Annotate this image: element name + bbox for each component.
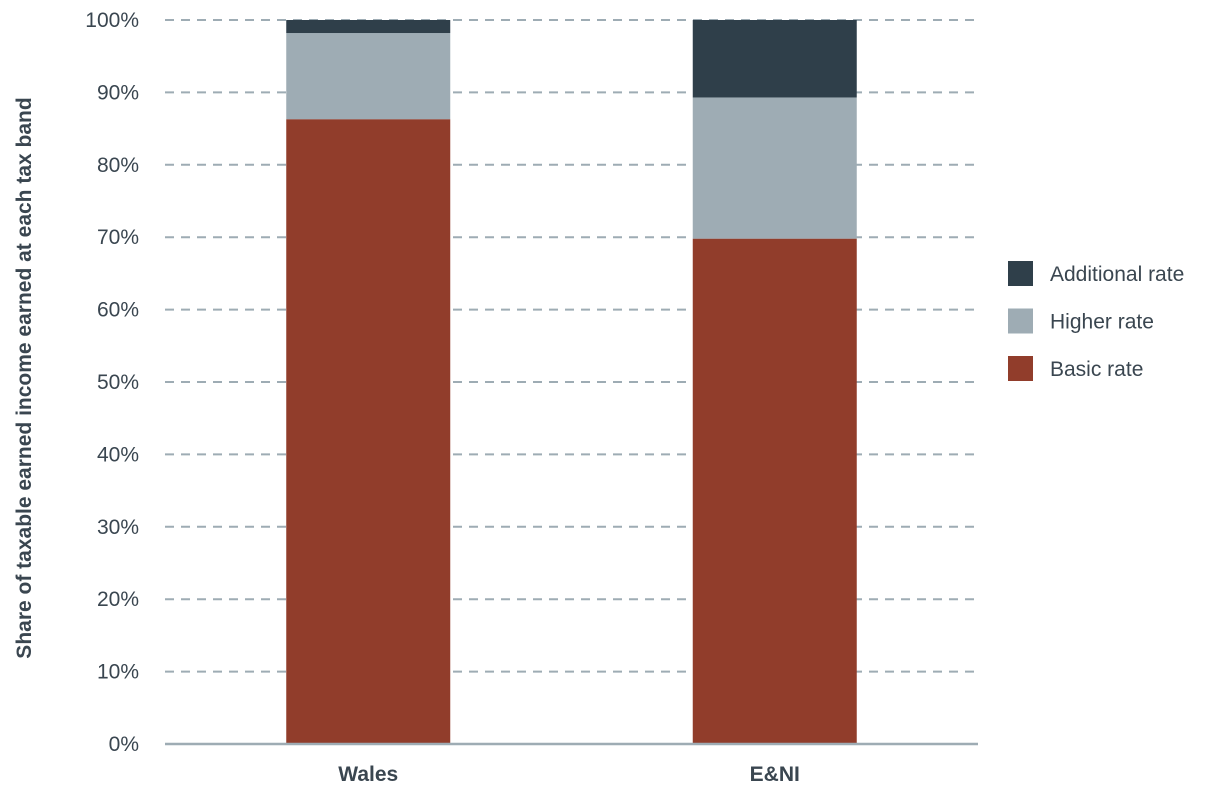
y-tick-label: 30% [97,516,139,539]
legend: Additional rate Higher rate Basic rate [1008,261,1184,381]
y-tick-label: 60% [97,299,139,322]
bar-segment-additional-rate [286,20,451,34]
y-tick-label: 0% [109,733,139,756]
y-axis-tick-labels: 0% 10% 20% 30% 40% 50% 60% 70% 80% 90% 100% [85,9,139,756]
bar-segment-higher-rate [286,33,451,120]
bars [286,20,857,745]
legend-label: Basic rate [1050,358,1143,381]
legend-label: Higher rate [1050,311,1154,334]
y-tick-label: 100% [85,9,139,32]
y-tick-label: 70% [97,226,139,249]
x-axis-category-labels: Wales E&NI [338,763,800,786]
legend-swatch [1008,308,1033,334]
bar-segment-basic-rate [286,119,451,745]
y-tick-label: 80% [97,154,139,177]
legend-swatch [1008,356,1033,381]
bar-segment-basic-rate [692,238,857,744]
y-tick-label: 20% [97,588,139,611]
y-tick-label: 50% [97,371,139,394]
x-category-label: E&NI [750,763,800,786]
legend-label: Additional rate [1050,263,1184,286]
bar-segment-additional-rate [692,20,857,98]
legend-swatch [1008,261,1033,286]
bar-segment-higher-rate [692,97,857,239]
y-tick-label: 40% [97,443,139,466]
x-category-label: Wales [338,763,398,786]
y-tick-label: 90% [97,81,139,104]
y-tick-label: 10% [97,661,139,684]
y-axis-title: Share of taxable earned income earned at… [13,97,36,658]
